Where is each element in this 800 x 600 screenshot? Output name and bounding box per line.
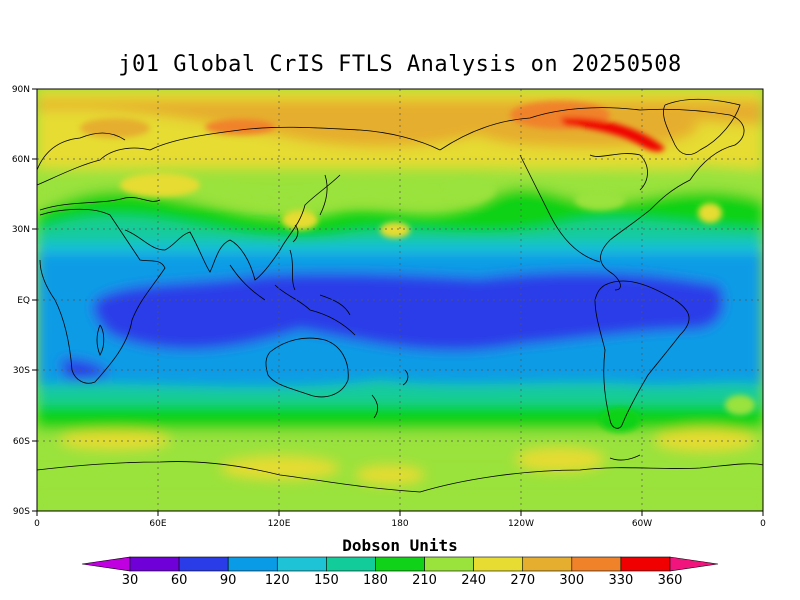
lon-tick-labels: 0 60E 120E 180 120W 60W 0 (34, 519, 766, 529)
colorbar-tick-label: 240 (461, 573, 486, 588)
colorbar-tick-label: 270 (510, 573, 535, 588)
tick-marks (32, 88, 764, 516)
lat-tick-label: EQ (17, 296, 30, 306)
colorbar-segment (129, 556, 180, 572)
colorbar-tick-label: 300 (559, 573, 584, 588)
map-title: j01 Global CrIS FTLS Analysis on 2025050… (118, 52, 682, 77)
lon-tick-label: 0 (34, 519, 40, 529)
lon-tick-label: 120W (508, 519, 534, 529)
lat-tick-label: 60N (12, 155, 30, 165)
colorbar-segment (227, 556, 278, 572)
lon-tick-label: 60W (632, 519, 652, 529)
lon-tick-label: 0 (760, 519, 766, 529)
colorbar-tick-label: 120 (265, 573, 290, 588)
colorbar-segment (522, 556, 573, 572)
colorbar-segment (669, 556, 719, 572)
lat-tick-label: 90N (12, 85, 30, 95)
lat-tick-labels: 90N 60N 30N EQ 30S 60S 90S (12, 85, 30, 517)
colorbar-segment (81, 556, 131, 572)
lat-tick-label: 30N (12, 225, 30, 235)
coastlines (37, 98, 763, 493)
colorbar-segment (473, 556, 524, 572)
lon-tick-label: 180 (391, 519, 408, 529)
colorbar-tick-label: 150 (314, 573, 339, 588)
colorbar-tick-label: 360 (658, 573, 683, 588)
colorbar-tick-label: 210 (412, 573, 437, 588)
colorbar-tick-label: 180 (363, 573, 388, 588)
colorbar-tick-label: 60 (171, 573, 188, 588)
colorbar-segment (620, 556, 671, 572)
lat-tick-label: 60S (13, 437, 30, 447)
colorbar-segment (571, 556, 622, 572)
graticule (37, 89, 763, 511)
colorbar-segment (375, 556, 425, 572)
lon-tick-label: 60E (149, 519, 166, 529)
colorbar-tick-label: 90 (220, 573, 237, 588)
colorbar-segment (178, 556, 229, 572)
colorbar (81, 556, 719, 572)
colorbar-segment (424, 556, 474, 572)
colorbar-segment (326, 556, 376, 572)
lon-tick-label: 120E (268, 519, 291, 529)
colorbar-title: Dobson Units (342, 536, 458, 555)
colorbar-tick-label: 30 (122, 573, 139, 588)
ozone-field (37, 89, 763, 511)
lat-tick-label: 90S (13, 507, 30, 517)
colorbar-tick-label: 330 (608, 573, 633, 588)
lat-tick-label: 30S (13, 366, 30, 376)
colorbar-labels: 30 60 90 120 150 180 210 240 270 300 330 360 (122, 573, 683, 588)
colorbar-segment (276, 556, 327, 572)
